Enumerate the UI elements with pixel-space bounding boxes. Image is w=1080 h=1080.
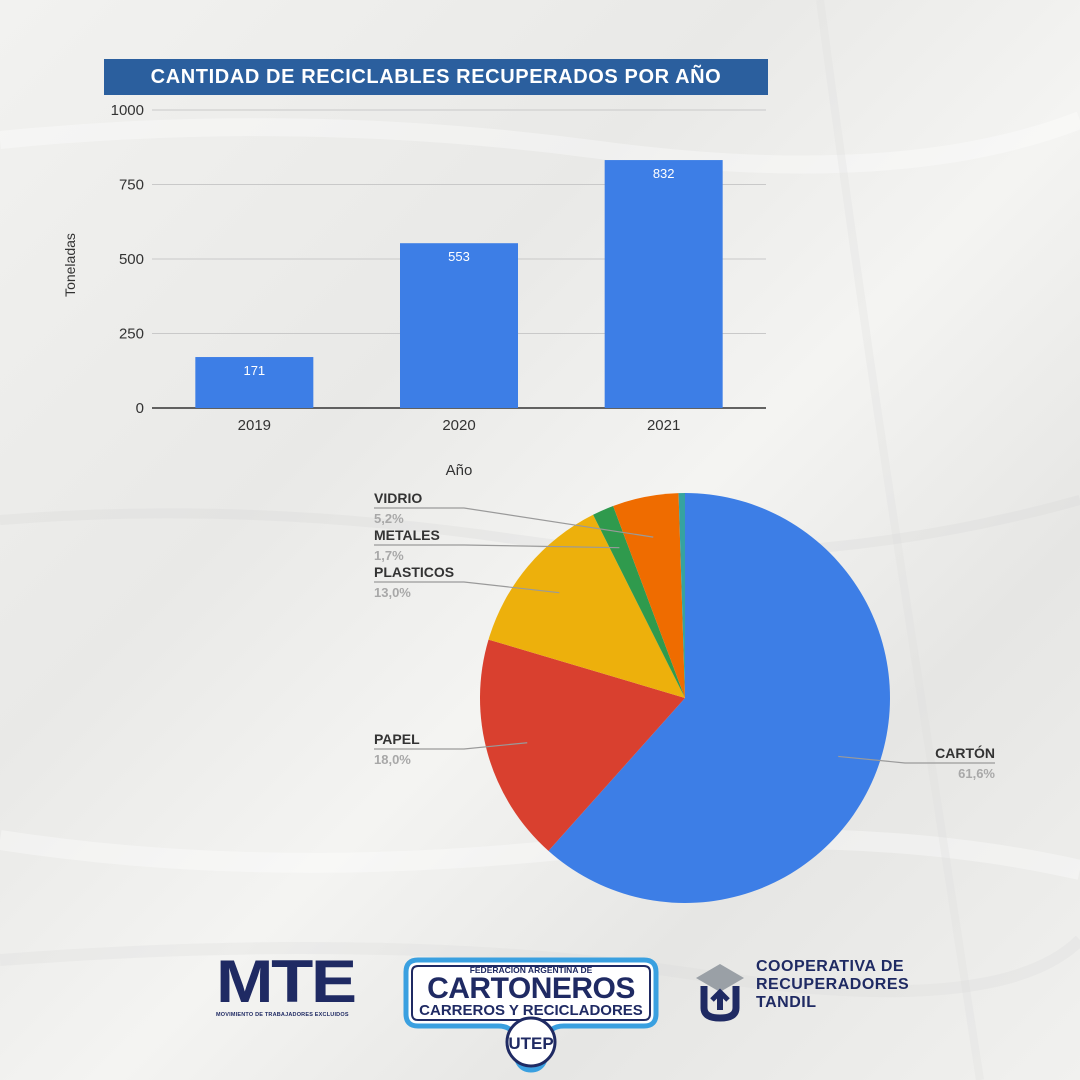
pie-label: VIDRIO bbox=[374, 490, 422, 506]
pie-label: PLASTICOS bbox=[374, 564, 454, 580]
bar-data-label: 832 bbox=[653, 166, 675, 181]
x-axis-label: Año bbox=[446, 462, 473, 479]
utep-badge-text: UTEP bbox=[508, 1034, 553, 1053]
coop-line-3: TANDIL bbox=[756, 994, 817, 1011]
y-axis-label: Toneladas bbox=[62, 233, 78, 297]
pie-leader-line bbox=[374, 544, 620, 549]
pie-percent-label: 5,2% bbox=[374, 511, 404, 526]
x-tick-label: 2020 bbox=[442, 417, 475, 434]
y-tick-label: 0 bbox=[136, 400, 144, 417]
bar-chart: 0 250 500 750 1000 171 2019 553 2020 832 2021 Año To… bbox=[62, 102, 766, 479]
bar-2020 bbox=[400, 243, 518, 408]
mte-logo-subtitle: MOVIMIENTO DE TRABAJADORES EXCLUIDOS bbox=[216, 1012, 349, 1018]
recycle-icon bbox=[696, 964, 744, 1022]
pie-slice-papel bbox=[480, 639, 685, 851]
x-tick-label: 2021 bbox=[647, 417, 680, 434]
pie-chart: CARTÓN 61,6% PAPEL 18,0% PLASTICOS 13,0% METAL… bbox=[374, 490, 995, 903]
pie-slice-vidrio bbox=[613, 493, 685, 698]
pie-slice-cartón bbox=[548, 493, 890, 903]
pie-label: PAPEL bbox=[374, 731, 420, 747]
pie-label: METALES bbox=[374, 527, 440, 543]
mte-logo-title: MTE bbox=[216, 948, 357, 1015]
pie-label: CARTÓN bbox=[935, 744, 995, 761]
fed-logo-sub-text: CARREROS Y RECICLADORES bbox=[419, 1002, 643, 1019]
pie-leader-line bbox=[374, 581, 560, 594]
pie-percent-label: 1,7% bbox=[374, 548, 404, 563]
coop-line-2: RECUPERADORES bbox=[756, 976, 910, 993]
pie-slice-other bbox=[678, 493, 685, 698]
bar-2019 bbox=[195, 357, 314, 408]
pie-slice-plasticos bbox=[488, 514, 685, 698]
pie-percent-label: 61,6% bbox=[958, 766, 995, 781]
fed-logo-main-text: CARTONEROS bbox=[427, 972, 635, 1005]
bar-data-label: 553 bbox=[448, 249, 470, 264]
y-tick-label: 250 bbox=[119, 326, 144, 343]
y-tick-label: 1000 bbox=[111, 102, 144, 119]
chart-title: CANTIDAD DE RECICLABLES RECUPERADOS POR … bbox=[104, 59, 768, 95]
mte-logo: MTE MOVIMIENTO DE TRABAJADORES EXCLUIDOS bbox=[216, 952, 366, 1019]
pie-slice-metales bbox=[593, 506, 685, 698]
pie-percent-label: 13,0% bbox=[374, 585, 411, 600]
cooperativa-logo: COOPERATIVA DE RECUPERADORES TANDIL bbox=[690, 956, 930, 1026]
pie-leader-line bbox=[838, 755, 995, 764]
y-tick-label: 500 bbox=[119, 251, 144, 268]
coop-line-1: COOPERATIVA DE bbox=[756, 958, 905, 975]
fed-logo-top-text: FEDERACIÓN ARGENTINA DE bbox=[470, 964, 593, 975]
pie-percent-label: 18,0% bbox=[374, 752, 411, 767]
x-tick-label: 2019 bbox=[238, 417, 271, 434]
logos-footer: MTE MOVIMIENTO DE TRABAJADORES EXCLUIDOS… bbox=[0, 940, 1080, 1075]
y-tick-label: 750 bbox=[119, 177, 144, 194]
pie-leader-line bbox=[374, 742, 528, 750]
bar-2021 bbox=[604, 160, 723, 408]
pie-leader-line bbox=[374, 507, 654, 538]
federacion-cartoneros-logo: FEDERACIÓN ARGENTINA DE CARTONEROS CARRE… bbox=[403, 957, 659, 1073]
bar-data-label: 171 bbox=[243, 363, 265, 378]
